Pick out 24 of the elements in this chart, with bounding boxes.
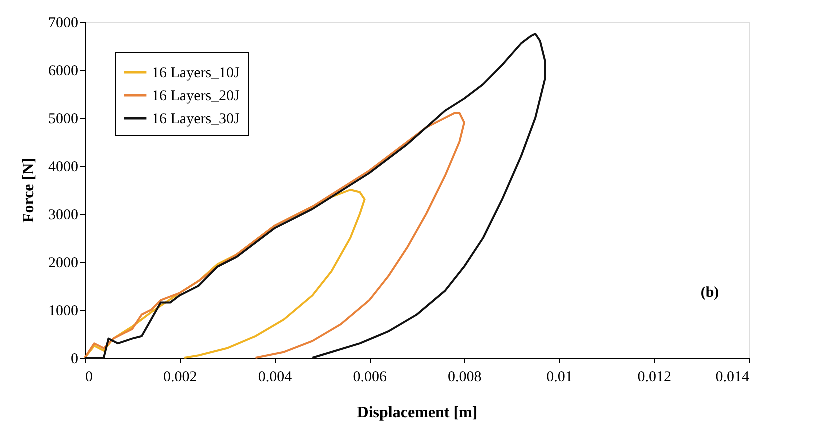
- x-tick-label: 0.014: [716, 370, 750, 386]
- annotation: (b): [700, 285, 720, 301]
- y-tick-label: 6000: [48, 64, 78, 80]
- y-tick-label: 4000: [48, 160, 78, 176]
- y-axis-title: Force [N]: [20, 158, 38, 223]
- y-tick-label: 5000: [48, 112, 78, 128]
- x-tick-label: 0: [86, 370, 93, 386]
- x-tick-label: 0.002: [163, 370, 198, 386]
- x-tick-label: 0.004: [258, 370, 293, 386]
- y-tick-label: 7000: [48, 16, 78, 32]
- x-tick-label: 0.006: [353, 370, 388, 386]
- line-series: [84, 112, 466, 359]
- x-axis-title: Displacement [m]: [357, 404, 478, 422]
- y-tick-label: 1000: [48, 304, 78, 320]
- x-tick-label: 0.01: [546, 370, 573, 386]
- y-tick-label: 3000: [48, 208, 78, 224]
- x-tick-label: 0.008: [448, 370, 482, 386]
- y-tick-label: 2000: [48, 256, 78, 272]
- legend-label: 16 Layers_30J: [152, 112, 240, 128]
- line-series: [84, 33, 546, 359]
- legend-label: 16 Layers_20J: [152, 88, 240, 104]
- legend-label: 16 Layers_10J: [152, 66, 240, 82]
- x-tick-label: 0.012: [638, 370, 672, 386]
- y-tick-label: 0: [71, 352, 78, 368]
